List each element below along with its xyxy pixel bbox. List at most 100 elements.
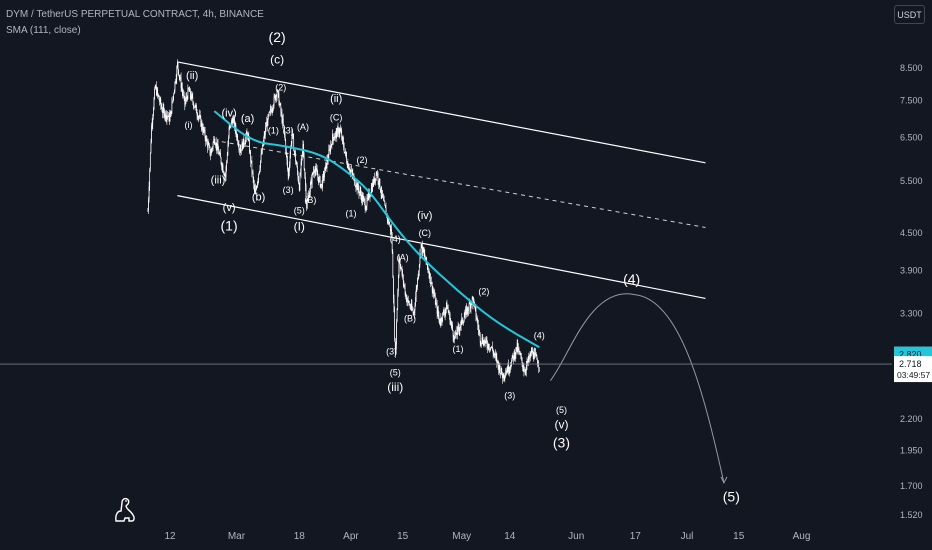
candle-body bbox=[299, 174, 301, 191]
candle-body bbox=[153, 109, 154, 117]
candle-body bbox=[325, 163, 327, 169]
candle-body bbox=[245, 137, 247, 143]
candle-body bbox=[478, 329, 480, 331]
candle-body bbox=[419, 254, 421, 265]
candle-body bbox=[390, 229, 392, 231]
candle-body bbox=[429, 273, 431, 278]
candle-body bbox=[434, 294, 436, 305]
candle-body bbox=[388, 217, 389, 224]
candle-body bbox=[233, 119, 235, 121]
candle-body bbox=[260, 160, 261, 169]
candle-body bbox=[297, 172, 299, 180]
candle-body bbox=[300, 172, 301, 175]
candle-body bbox=[183, 94, 184, 96]
candle-body bbox=[491, 346, 493, 348]
candle-body bbox=[495, 355, 497, 358]
candle-body bbox=[342, 137, 344, 142]
candle-body bbox=[244, 143, 245, 145]
wave-label: (5) bbox=[294, 206, 305, 216]
candle-body bbox=[372, 182, 373, 192]
candle-body bbox=[288, 171, 290, 176]
wave-label: (4) bbox=[534, 330, 545, 340]
candle-body bbox=[228, 137, 229, 146]
channel-upper-line[interactable] bbox=[177, 61, 706, 164]
candle-body bbox=[354, 184, 356, 187]
candle-body bbox=[433, 293, 435, 296]
wave-label: (B) bbox=[404, 314, 416, 324]
candle-body bbox=[310, 179, 312, 185]
candle-body bbox=[358, 189, 360, 194]
candle-body bbox=[326, 159, 328, 169]
candle-body bbox=[481, 342, 482, 344]
candle-body bbox=[501, 368, 503, 375]
candle-body bbox=[324, 173, 325, 178]
candle-body bbox=[521, 357, 523, 363]
candle-body bbox=[196, 105, 197, 114]
currency-button[interactable]: USDT bbox=[894, 5, 925, 24]
wave-label: (iii) bbox=[211, 174, 226, 186]
candle-body bbox=[282, 118, 283, 123]
candle-body bbox=[343, 147, 345, 153]
candle-body bbox=[520, 354, 522, 357]
candle-body bbox=[216, 142, 218, 150]
candle-body bbox=[273, 105, 274, 109]
candle-body bbox=[453, 336, 455, 341]
projection-group[interactable]: (4) (5) bbox=[549, 271, 740, 505]
projection-curve[interactable] bbox=[549, 293, 725, 484]
candle-body bbox=[481, 338, 483, 343]
candle-body bbox=[234, 125, 236, 129]
candle-body bbox=[495, 353, 496, 356]
sma-line[interactable] bbox=[213, 110, 540, 349]
candle-body bbox=[185, 97, 187, 102]
candle-body bbox=[335, 132, 336, 137]
candle-body bbox=[203, 127, 205, 132]
y-tick-label: 3.900 bbox=[900, 265, 923, 275]
candle-body bbox=[225, 175, 226, 177]
candle-body bbox=[524, 371, 526, 373]
candle-body bbox=[315, 167, 317, 171]
candle-body bbox=[518, 348, 519, 351]
candle-body bbox=[402, 274, 404, 283]
candle-body bbox=[266, 122, 267, 127]
candle-body bbox=[170, 110, 172, 114]
candle-body bbox=[516, 347, 517, 351]
candle-body bbox=[406, 294, 407, 302]
candle-body bbox=[436, 304, 438, 314]
candle-body bbox=[307, 198, 309, 202]
candle-body bbox=[234, 119, 235, 129]
candle-body bbox=[522, 362, 524, 368]
candle-body bbox=[260, 153, 262, 161]
candle-body bbox=[505, 373, 506, 377]
candle-body bbox=[258, 171, 260, 174]
candle-body bbox=[515, 347, 517, 355]
candle-body bbox=[201, 122, 202, 127]
y-tick-label: 5.500 bbox=[900, 176, 923, 186]
candle-body bbox=[404, 284, 405, 288]
candle-body bbox=[451, 324, 453, 325]
candle-body bbox=[289, 165, 290, 172]
candle-body bbox=[523, 368, 525, 372]
channel-lower-line[interactable] bbox=[177, 195, 706, 300]
candle-body bbox=[362, 197, 364, 202]
candle-body bbox=[215, 144, 216, 146]
candle-body bbox=[461, 317, 463, 321]
candle-body bbox=[436, 302, 437, 305]
wave-label: (A) bbox=[297, 122, 309, 132]
indicator-legend[interactable]: SMA (111, close) bbox=[6, 25, 81, 36]
candle-body bbox=[367, 194, 369, 198]
candle-body bbox=[200, 116, 202, 127]
candle-body bbox=[366, 197, 368, 207]
candle-body bbox=[229, 125, 231, 128]
sma-price-value: 2.820 bbox=[899, 350, 922, 360]
candle-body bbox=[321, 184, 322, 185]
candle-body bbox=[388, 223, 390, 225]
candle-body bbox=[422, 244, 423, 253]
candle-body bbox=[321, 184, 323, 188]
candle-body bbox=[165, 112, 167, 120]
candle-body bbox=[359, 192, 360, 194]
candle-body bbox=[173, 94, 175, 97]
candle-body bbox=[161, 105, 162, 108]
candle-body bbox=[176, 67, 178, 79]
candle-body bbox=[507, 364, 509, 373]
